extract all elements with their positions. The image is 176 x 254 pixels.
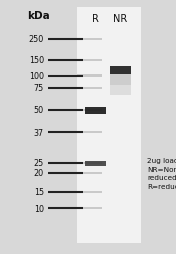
Bar (77, 162, 102, 164)
Text: 250: 250 (29, 35, 44, 44)
Text: 75: 75 (34, 84, 44, 93)
Bar (77, 75, 102, 77)
Text: 10: 10 (34, 204, 44, 213)
Text: 50: 50 (34, 106, 44, 115)
Bar (85, 108, 106, 114)
Bar (77, 38, 102, 40)
Text: NR: NR (114, 14, 128, 24)
Bar (77, 172, 102, 174)
Bar (77, 59, 102, 61)
Text: 2ug loading
NR=Non-
reduced
R=reduced: 2ug loading NR=Non- reduced R=reduced (147, 157, 176, 189)
Text: 37: 37 (34, 128, 44, 137)
Text: 150: 150 (29, 56, 44, 65)
Text: 20: 20 (34, 169, 44, 178)
Text: 100: 100 (29, 72, 44, 81)
Bar (77, 132, 102, 134)
Text: 25: 25 (34, 158, 44, 168)
Bar (110, 75, 131, 96)
Text: 15: 15 (34, 187, 44, 196)
Text: R: R (92, 14, 99, 24)
Text: kDa: kDa (27, 11, 50, 21)
Bar (77, 191, 102, 193)
Bar (110, 67, 131, 75)
Bar (77, 87, 102, 89)
Bar (77, 207, 102, 209)
Bar (77, 8, 141, 243)
Bar (110, 75, 131, 85)
Bar (77, 109, 102, 112)
Bar (85, 162, 106, 166)
